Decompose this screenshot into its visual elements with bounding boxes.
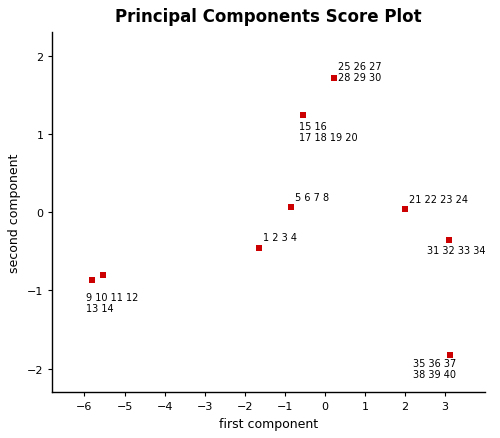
Point — [401, 206, 409, 213]
Point — [255, 245, 263, 252]
Text: 1 2 3 4: 1 2 3 4 — [263, 233, 297, 242]
Point — [299, 112, 307, 119]
Point — [88, 277, 96, 284]
Text: 31 32 33 34: 31 32 33 34 — [427, 246, 486, 255]
Point — [445, 237, 453, 244]
Y-axis label: second component: second component — [8, 153, 22, 272]
Text: 15 16
17 18 19 20: 15 16 17 18 19 20 — [299, 121, 358, 142]
Text: 9 10 11 12
13 14: 9 10 11 12 13 14 — [86, 292, 139, 313]
Title: Principal Components Score Plot: Principal Components Score Plot — [116, 8, 422, 26]
Point — [287, 204, 295, 211]
Point — [330, 75, 338, 82]
Text: 35 36 37
38 39 40: 35 36 37 38 39 40 — [413, 359, 457, 379]
Text: 25 26 27
28 29 30: 25 26 27 28 29 30 — [338, 62, 382, 82]
Point — [446, 351, 454, 358]
Point — [98, 272, 106, 279]
Point — [98, 272, 106, 279]
Text: 5 6 7 8: 5 6 7 8 — [295, 193, 329, 203]
Text: 21 22 23 24: 21 22 23 24 — [409, 195, 468, 205]
X-axis label: first component: first component — [219, 417, 318, 430]
